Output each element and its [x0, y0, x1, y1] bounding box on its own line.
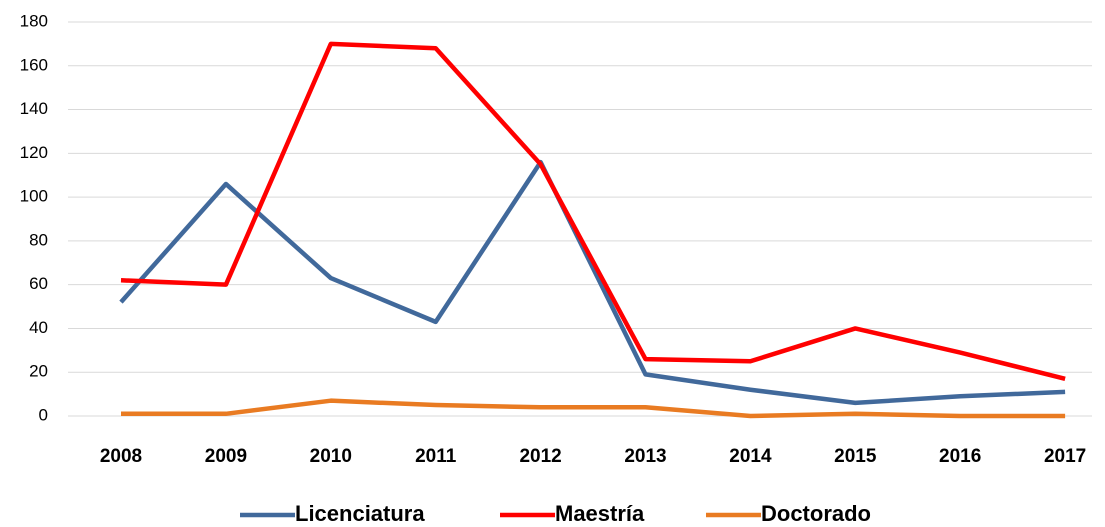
y-tick-label: 180 [20, 11, 48, 30]
x-tick-label: 2011 [415, 446, 457, 467]
line-series [121, 398, 1066, 419]
x-tick-label: 2016 [939, 446, 981, 467]
y-tick-label: 160 [20, 55, 48, 74]
x-tick-label: 2010 [310, 446, 352, 467]
y-tick-label: 20 [29, 362, 48, 381]
x-tick-label: 2009 [205, 446, 247, 467]
y-tick-label: 120 [20, 143, 48, 162]
line-series [119, 159, 1066, 406]
legend-label: Maestría [555, 501, 645, 526]
line-series [120, 41, 1066, 381]
x-tick-label: 2015 [834, 446, 877, 467]
y-tick-label: 0 [39, 405, 48, 424]
x-tick-label: 2017 [1044, 446, 1086, 467]
legend-label: Licenciatura [295, 501, 425, 526]
y-tick-label: 140 [20, 99, 48, 118]
x-tick-label: 2012 [519, 446, 561, 467]
x-tick-label: 2014 [729, 446, 772, 467]
x-tick-label: 2008 [100, 446, 142, 467]
legend-label: Doctorado [761, 501, 871, 526]
y-tick-label: 100 [20, 187, 48, 206]
x-tick-label: 2013 [624, 446, 666, 467]
y-tick-label: 80 [29, 230, 48, 249]
y-tick-label: 40 [29, 318, 48, 337]
y-tick-label: 60 [29, 274, 48, 293]
